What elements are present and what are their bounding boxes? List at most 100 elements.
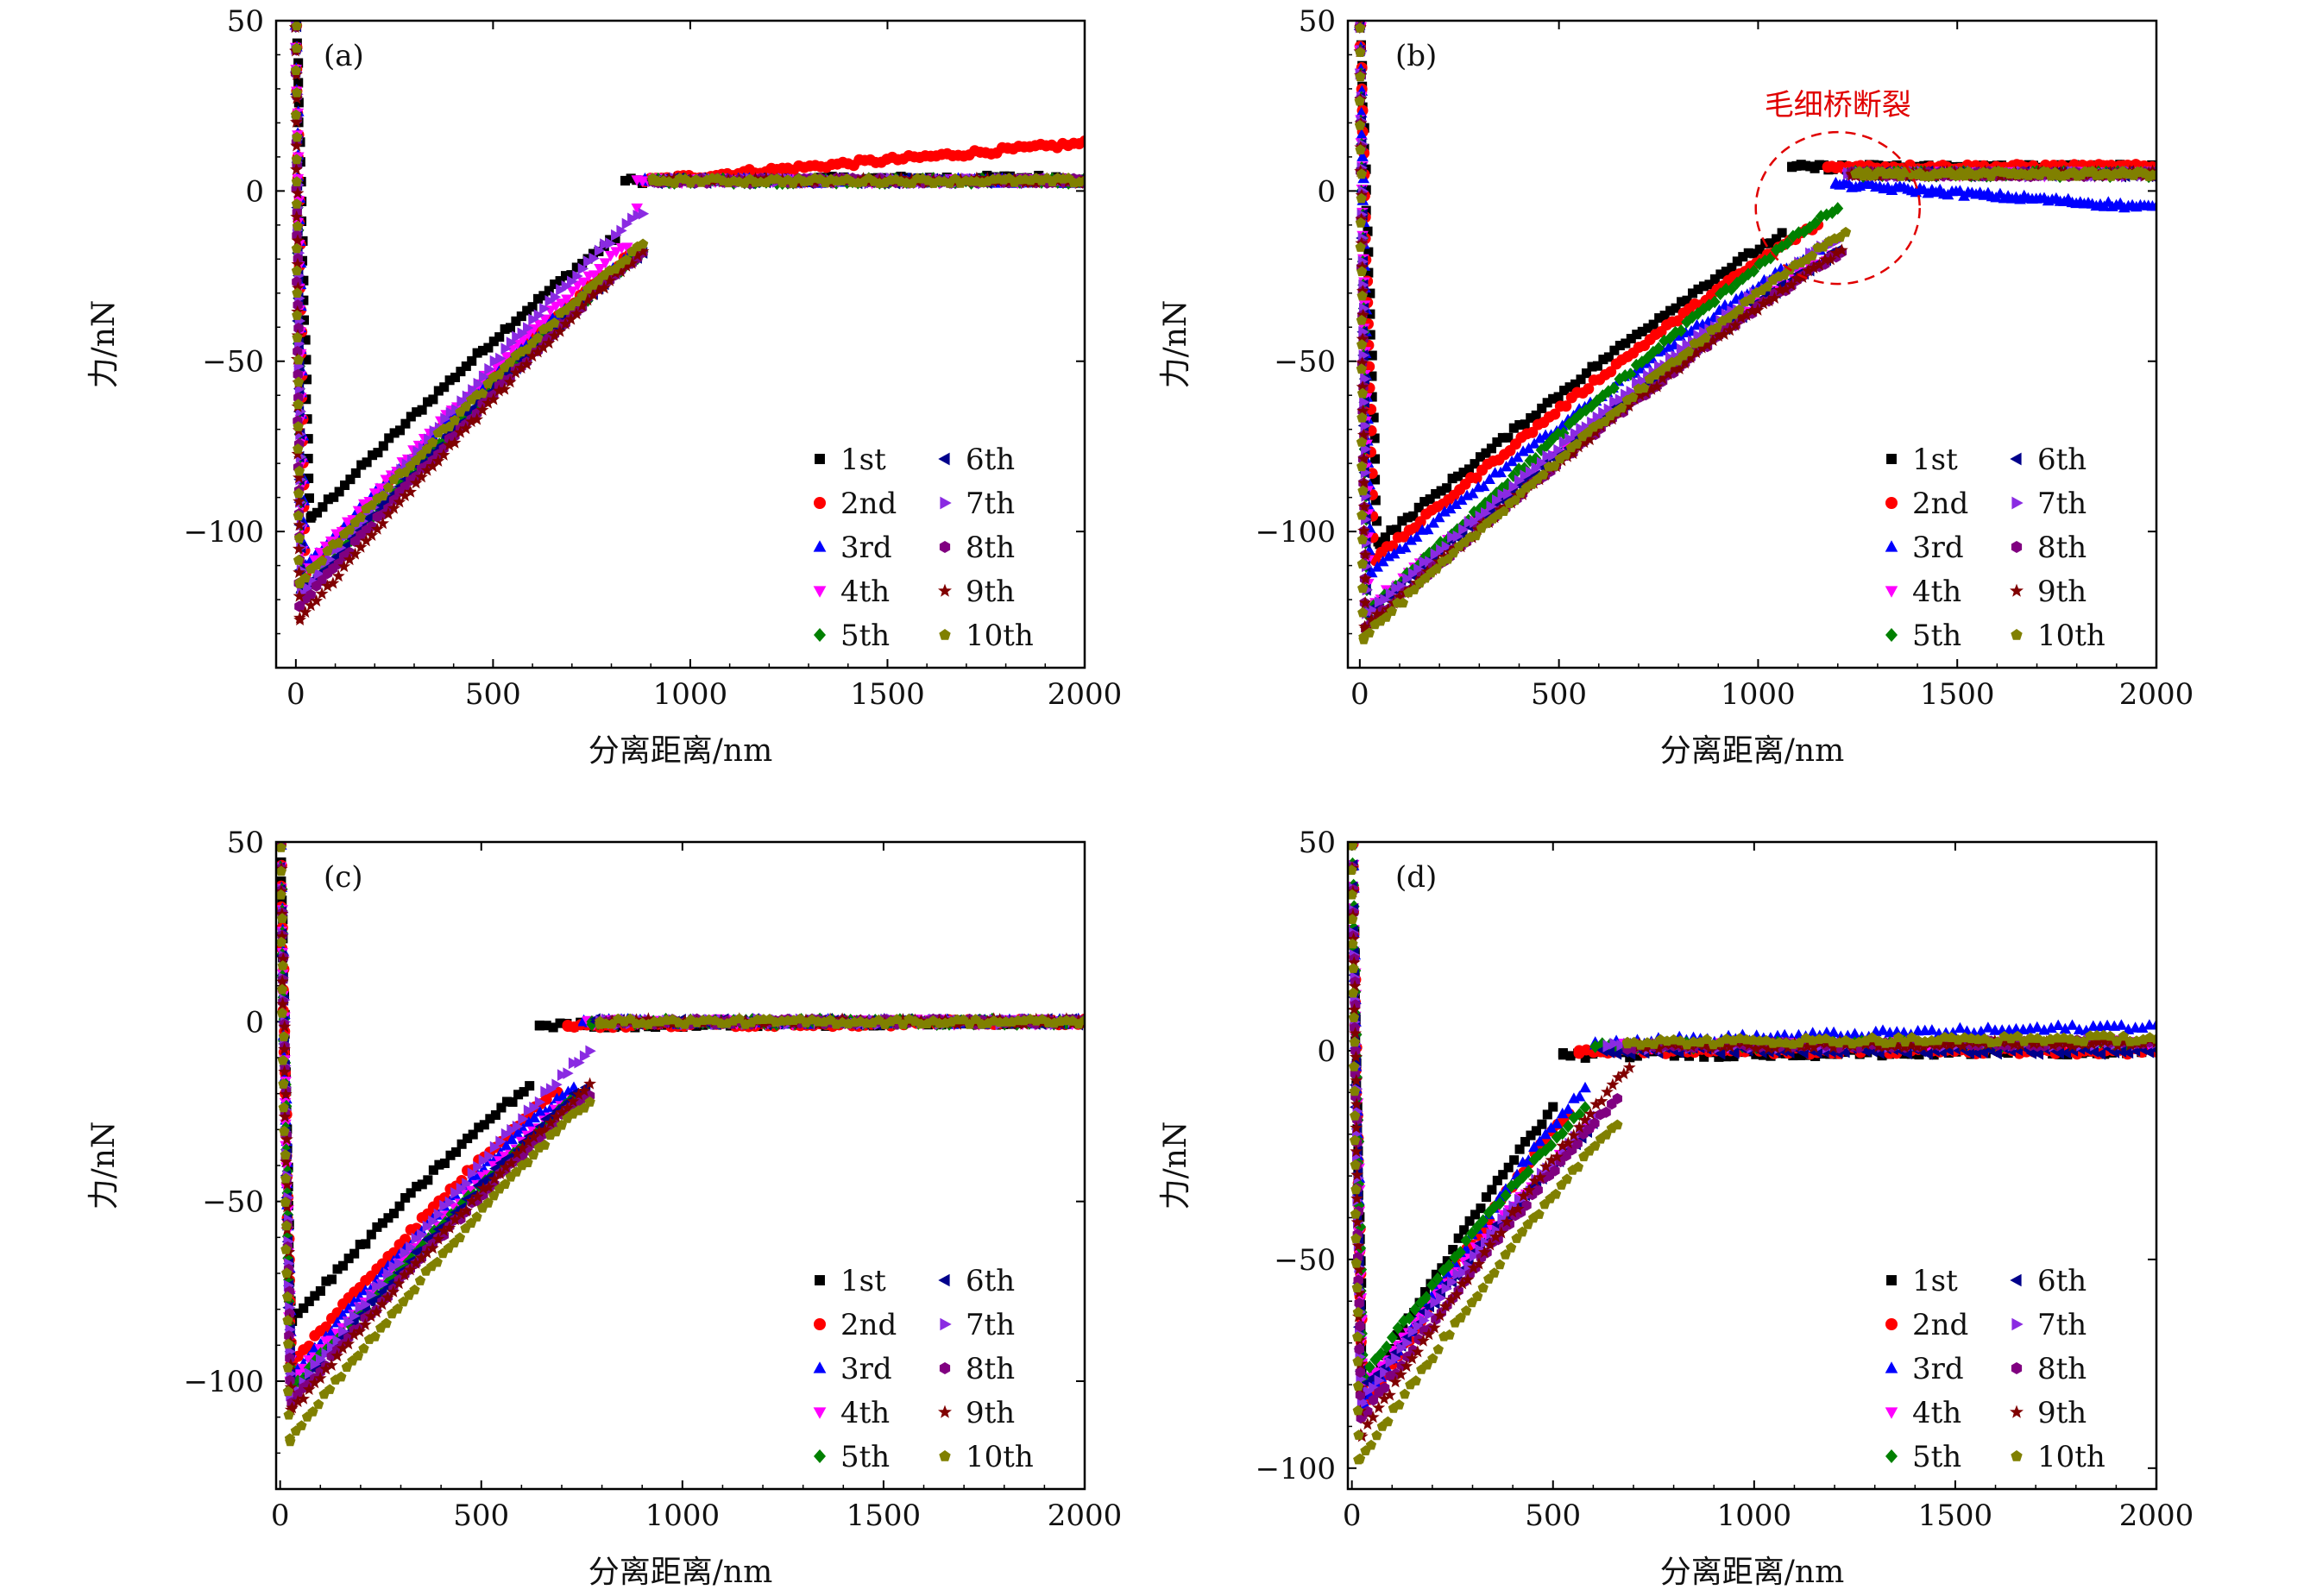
data-point	[1762, 294, 1776, 307]
legend-label: 5th	[840, 619, 890, 653]
data-point	[1366, 468, 1378, 480]
data-point	[1766, 238, 1776, 248]
data-point	[542, 336, 556, 349]
data-point	[290, 0, 300, 8]
data-point	[1637, 374, 1648, 387]
data-point	[1508, 423, 1519, 433]
data-point	[1645, 382, 1659, 395]
legend-label: 1st	[840, 443, 886, 477]
data-point	[274, 818, 284, 830]
data-point	[293, 518, 306, 531]
data-point	[1397, 516, 1407, 526]
data-point	[539, 303, 551, 315]
data-point	[1380, 594, 1391, 606]
data-point	[1470, 459, 1480, 469]
data-point	[1427, 517, 1439, 528]
data-point	[570, 307, 583, 320]
plot-area	[274, 818, 1085, 1447]
data-point	[400, 1247, 411, 1260]
data-point	[338, 1260, 349, 1271]
data-point	[456, 1139, 467, 1149]
data-point	[292, 220, 304, 231]
legend-label: 10th	[2037, 619, 2105, 653]
data-point	[633, 210, 644, 222]
data-point	[583, 255, 595, 267]
data-point	[489, 355, 501, 368]
data-point	[529, 1101, 540, 1114]
x-tick-label: 1500	[1920, 677, 1995, 712]
data-point	[293, 323, 304, 334]
data-point	[600, 238, 611, 250]
data-point	[1356, 0, 1366, 8]
data-point	[1369, 433, 1380, 443]
data-point	[360, 534, 373, 547]
data-point	[1519, 462, 1531, 475]
data-point	[1648, 319, 1659, 330]
data-point	[553, 324, 567, 337]
data-point	[291, 234, 305, 247]
data-point	[449, 414, 461, 425]
data-point	[291, 87, 303, 97]
x-tick-label: 1000	[653, 677, 728, 712]
data-point	[331, 569, 345, 582]
data-point	[1355, 0, 1364, 9]
data-point	[406, 1241, 417, 1254]
data-point	[1357, 452, 1370, 465]
data-point	[1743, 248, 1753, 258]
data-point	[1405, 534, 1417, 545]
data-point	[1355, 106, 1368, 118]
data-point	[501, 1096, 513, 1107]
data-point	[1639, 382, 1650, 393]
data-point	[1358, 548, 1372, 561]
data-point	[479, 1120, 489, 1130]
data-point	[293, 376, 305, 387]
data-point	[557, 1069, 569, 1081]
data-point	[293, 532, 305, 543]
x-tick-label: 2000	[1048, 1499, 1123, 1533]
data-point	[638, 207, 650, 220]
y-tick-label: −100	[184, 515, 264, 550]
data-point	[1683, 346, 1695, 356]
data-point	[1654, 313, 1665, 324]
data-point	[467, 355, 477, 366]
y-tick-label: 0	[1317, 174, 1336, 209]
data-point	[290, 162, 303, 175]
data-point	[292, 0, 301, 9]
data-point	[585, 1045, 596, 1058]
data-point	[1388, 548, 1400, 559]
data-point	[537, 341, 550, 354]
data-point	[428, 1215, 439, 1228]
data-point	[1410, 531, 1423, 542]
data-point	[1704, 280, 1715, 290]
data-point	[1840, 226, 1852, 237]
x-tick-label: 500	[1531, 677, 1587, 712]
data-point	[1528, 437, 1540, 449]
data-point	[545, 1083, 557, 1096]
data-point	[343, 1316, 355, 1329]
data-point	[1533, 432, 1546, 443]
data-point	[1514, 420, 1525, 430]
data-point	[574, 1056, 585, 1069]
data-point	[445, 406, 456, 419]
legend-label: 4th	[1912, 575, 1961, 609]
data-point	[400, 1234, 412, 1246]
data-point	[365, 528, 379, 541]
data-point	[1356, 314, 1368, 325]
data-point	[1732, 256, 1742, 267]
data-point	[293, 345, 303, 357]
data-point	[292, 131, 303, 142]
data-point	[1387, 540, 1399, 552]
data-point	[406, 1188, 416, 1198]
data-point	[483, 342, 494, 353]
data-point	[1356, 428, 1370, 441]
legend-marker	[814, 628, 826, 642]
data-point	[393, 495, 406, 508]
data-point	[1558, 436, 1570, 449]
data-point	[1356, 308, 1370, 321]
data-point	[323, 494, 333, 505]
axes-frame	[1346, 19, 2158, 669]
data-point	[548, 1022, 558, 1033]
data-point	[290, 109, 302, 120]
data-point	[1357, 485, 1369, 496]
